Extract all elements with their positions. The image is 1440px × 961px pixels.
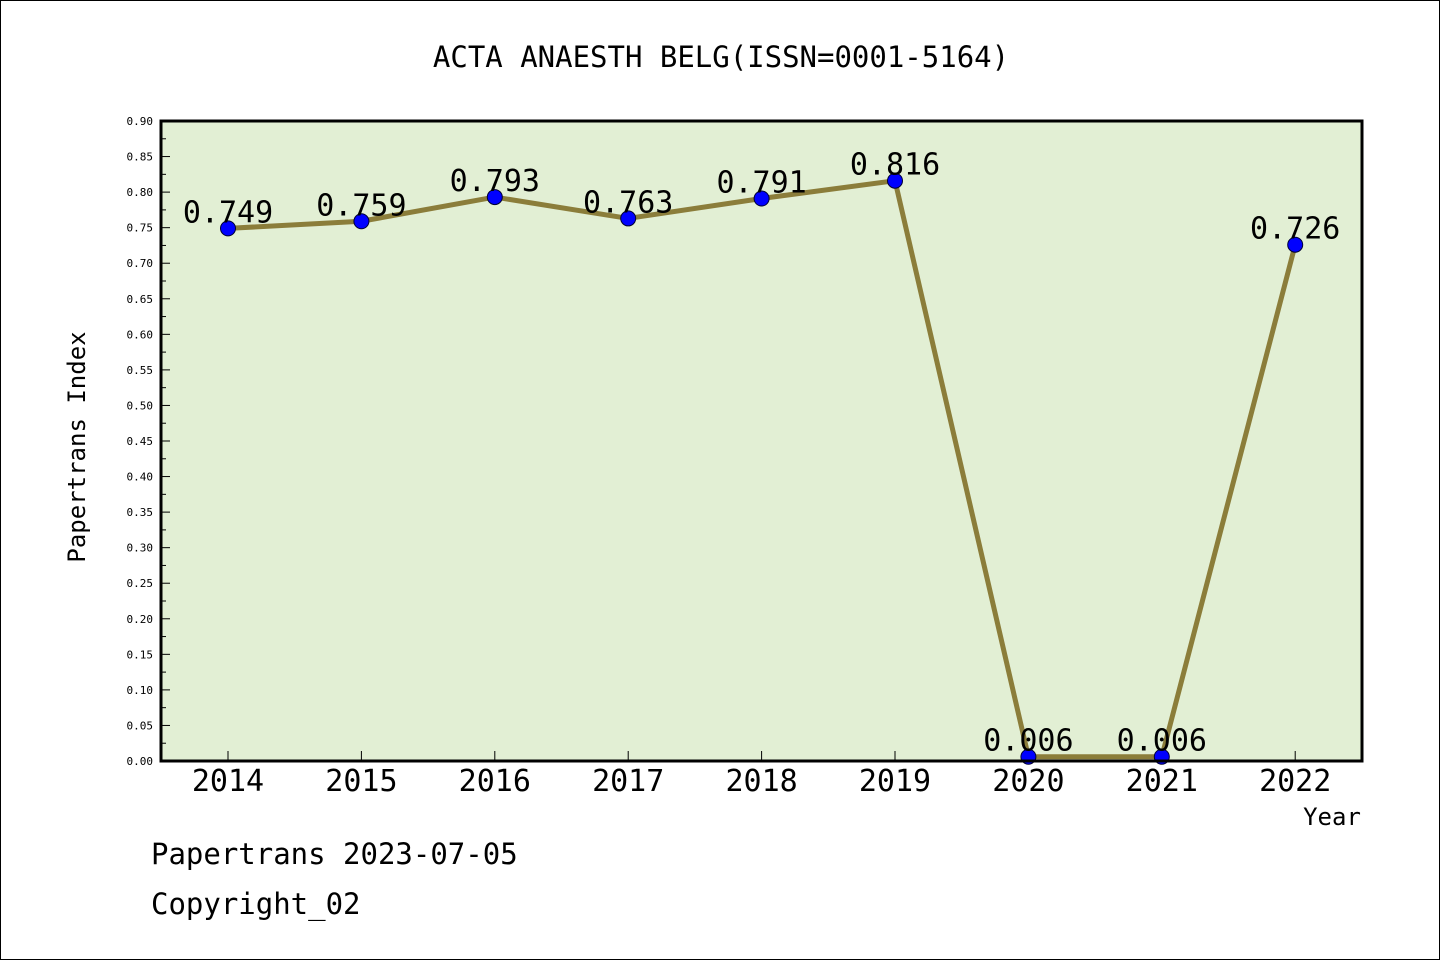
x-tick-label: 2017 bbox=[592, 764, 664, 799]
y-tick-label: 0.60 bbox=[127, 328, 154, 341]
y-tick-label: 0.40 bbox=[127, 471, 154, 484]
data-labels: 0.749 0.759 0.793 0.763 0.791 0.816 0.006 0.006… bbox=[183, 148, 1341, 759]
x-tick-label: 2020 bbox=[992, 764, 1064, 799]
y-tick-label: 0.80 bbox=[127, 186, 154, 199]
data-label: 0.006 bbox=[983, 724, 1073, 759]
data-label: 0.749 bbox=[183, 195, 273, 230]
x-axis: 2014 2015 2016 2017 2018 2019 2020 2021 2022 bbox=[192, 751, 1331, 799]
y-tick-label: 0.75 bbox=[127, 222, 154, 235]
y-axis-title: Papertrans Index bbox=[63, 331, 91, 562]
y-tick-label: 0.65 bbox=[127, 293, 154, 306]
data-label: 0.791 bbox=[716, 166, 806, 201]
data-label: 0.816 bbox=[850, 148, 940, 183]
y-tick-label: 0.10 bbox=[127, 684, 154, 697]
y-tick-label: 0.30 bbox=[127, 542, 154, 555]
data-label: 0.726 bbox=[1250, 212, 1340, 247]
x-axis-title: Year bbox=[1303, 803, 1361, 831]
data-point bbox=[620, 210, 637, 227]
series-markers bbox=[220, 172, 1304, 765]
y-tick-label: 0.25 bbox=[127, 577, 154, 590]
data-point bbox=[1287, 236, 1304, 253]
chart-title: ACTA ANAESTH BELG(ISSN=0001-5164) bbox=[433, 40, 1009, 74]
y-axis: 0.00 0.05 0.10 0.15 0.20 0.25 0.30 0.35 0.40 0.45… bbox=[127, 115, 170, 768]
y-tick-label: 0.70 bbox=[127, 257, 154, 270]
x-tick-label: 2019 bbox=[859, 764, 931, 799]
plot-border bbox=[159, 119, 1364, 763]
x-tick-label: 2021 bbox=[1126, 764, 1198, 799]
footer-copyright: Copyright_02 bbox=[151, 887, 361, 921]
y-tick-label: 0.20 bbox=[127, 613, 154, 626]
data-label: 0.006 bbox=[1117, 724, 1207, 759]
y-tick-label: 0.05 bbox=[127, 719, 154, 732]
x-tick-label: 2014 bbox=[192, 764, 264, 799]
data-point bbox=[353, 213, 370, 230]
data-label: 0.793 bbox=[450, 164, 540, 199]
x-tick-label: 2016 bbox=[459, 764, 531, 799]
y-tick-label: 0.90 bbox=[127, 115, 154, 128]
y-tick-label: 0.85 bbox=[127, 151, 154, 164]
x-tick-label: 2015 bbox=[325, 764, 397, 799]
y-tick-label: 0.55 bbox=[127, 364, 154, 377]
footer-date: Papertrans 2023-07-05 bbox=[151, 837, 518, 871]
data-label: 0.759 bbox=[316, 188, 406, 223]
x-tick-label: 2018 bbox=[725, 764, 797, 799]
y-tick-label: 0.00 bbox=[127, 755, 154, 768]
data-point bbox=[887, 172, 903, 189]
y-tick-label: 0.15 bbox=[127, 648, 154, 661]
y-tick-label: 0.50 bbox=[127, 399, 154, 412]
y-tick-label: 0.45 bbox=[127, 435, 154, 448]
data-point bbox=[486, 189, 503, 206]
data-label: 0.763 bbox=[583, 185, 673, 220]
data-point bbox=[220, 220, 236, 237]
data-point bbox=[753, 190, 770, 207]
y-tick-label: 0.35 bbox=[127, 506, 154, 519]
x-tick-label: 2022 bbox=[1259, 764, 1331, 799]
